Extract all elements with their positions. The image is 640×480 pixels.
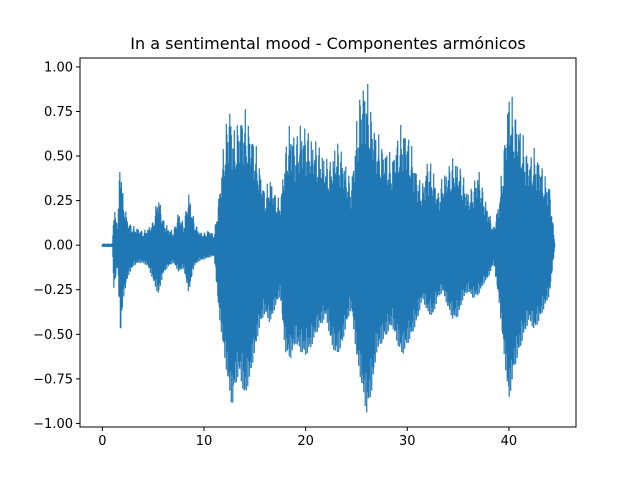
x-tick-label: 40	[501, 434, 518, 449]
axes-frame	[79, 57, 577, 428]
x-tick-label: 20	[297, 434, 314, 449]
x-tick-label: 0	[98, 434, 106, 449]
chart-title: In a sentimental mood - Componentes armó…	[130, 34, 525, 53]
y-tick-label: 0.00	[44, 239, 73, 254]
y-axis: −1.00 −0.75 −0.50 −0.25 0.00 0.25 0.50 0.75 1.00	[33, 60, 80, 432]
y-tick-label: 1.00	[44, 60, 73, 75]
plot-area	[101, 84, 556, 413]
y-tick-label: 0.50	[44, 150, 73, 165]
x-tick-label: 30	[399, 434, 416, 449]
y-tick-label: −1.00	[33, 417, 73, 432]
y-tick-label: 0.25	[44, 194, 73, 209]
x-tick-label: 10	[196, 434, 213, 449]
waveform-series	[101, 84, 556, 413]
y-tick-label: 0.75	[44, 105, 73, 120]
x-axis: 0 10 20 30 40	[98, 427, 517, 449]
y-tick-label: −0.50	[33, 328, 73, 343]
y-tick-label: −0.75	[33, 372, 73, 387]
y-tick-label: −0.25	[33, 283, 73, 298]
